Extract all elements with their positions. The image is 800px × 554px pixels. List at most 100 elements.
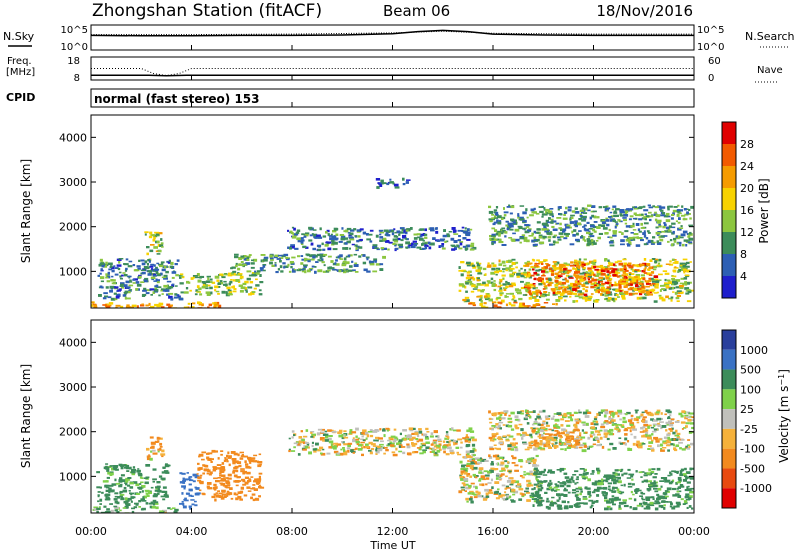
heat-cell xyxy=(657,501,661,505)
heat-cell xyxy=(163,277,168,280)
heat-cell xyxy=(560,424,564,427)
heat-cell xyxy=(107,304,112,307)
heat-cell xyxy=(293,227,296,231)
heat-cell xyxy=(216,279,220,282)
heat-cell xyxy=(154,231,159,234)
heat-cell xyxy=(644,472,649,475)
heat-cell xyxy=(662,440,667,444)
heat-cell xyxy=(552,261,558,263)
heat-cell xyxy=(623,472,628,475)
heat-cell xyxy=(463,230,468,234)
heat-cell xyxy=(112,467,117,471)
heat-cell xyxy=(124,497,128,501)
heat-cell xyxy=(101,264,105,268)
heat-cell xyxy=(542,474,548,476)
heat-cell xyxy=(620,424,625,428)
heat-cell xyxy=(105,495,108,498)
heat-cell xyxy=(464,438,469,441)
heat-cell xyxy=(424,246,428,250)
heat-cell xyxy=(635,244,641,247)
heat-cell xyxy=(594,282,598,285)
heat-cell xyxy=(647,425,650,429)
heat-cell xyxy=(405,247,409,249)
heat-cell xyxy=(293,446,296,449)
heat-cell xyxy=(445,240,449,243)
nsearch-tick-bottom: 10^0 xyxy=(697,42,724,53)
heat-cell xyxy=(242,255,247,258)
heat-cell xyxy=(419,445,423,449)
heat-cell xyxy=(585,274,588,278)
heat-cell xyxy=(553,234,558,237)
heat-cell xyxy=(605,217,608,220)
heat-cell xyxy=(188,505,192,508)
heat-cell xyxy=(499,289,503,292)
heat-cell xyxy=(561,428,566,431)
heat-cell xyxy=(377,182,380,184)
heat-cell xyxy=(533,292,538,295)
heat-cell xyxy=(138,274,142,277)
heat-cell xyxy=(466,271,471,274)
heat-cell xyxy=(590,473,595,475)
heat-cell xyxy=(495,232,499,236)
heat-cell xyxy=(357,235,361,238)
heat-cell xyxy=(490,478,493,482)
heat-cell xyxy=(566,290,571,293)
heat-cell xyxy=(104,263,109,266)
colorbar-swatch xyxy=(722,330,736,350)
heat-cell xyxy=(602,277,605,280)
heat-cell xyxy=(251,273,257,277)
heat-cell xyxy=(199,275,202,279)
heat-cell xyxy=(391,229,394,232)
heat-cell xyxy=(215,290,220,293)
heat-cell xyxy=(429,451,433,453)
heat-cell xyxy=(213,493,217,496)
heat-cell xyxy=(672,230,675,234)
heat-cell xyxy=(593,215,597,219)
heat-cell xyxy=(540,480,544,483)
heat-cell xyxy=(498,241,504,244)
heat-cell xyxy=(654,260,658,264)
heat-cell xyxy=(138,275,142,279)
heat-cell xyxy=(515,266,518,269)
heat-cell xyxy=(610,432,613,436)
heat-cell xyxy=(441,247,446,250)
heat-cell xyxy=(434,452,438,455)
heat-cell xyxy=(510,481,515,484)
heat-cell xyxy=(617,476,621,480)
heat-cell xyxy=(687,488,692,492)
heat-cell xyxy=(250,476,254,478)
heat-cell xyxy=(526,472,530,475)
heat-cell xyxy=(113,505,118,508)
heat-cell xyxy=(572,288,577,291)
heat-cell xyxy=(618,231,622,233)
heat-cell xyxy=(607,293,613,296)
heat-cell xyxy=(581,207,585,210)
heat-cell xyxy=(608,284,612,288)
heat-cell xyxy=(651,271,655,274)
heat-cell xyxy=(565,225,570,229)
heat-cell xyxy=(233,288,237,290)
heat-cell xyxy=(115,468,119,471)
heat-cell xyxy=(283,253,289,256)
heat-cell xyxy=(578,275,583,279)
heat-cell xyxy=(158,249,162,253)
heat-cell xyxy=(138,506,141,508)
heat-cell xyxy=(169,265,174,269)
heat-cell xyxy=(606,223,610,227)
heat-cell xyxy=(495,477,500,480)
heat-cell xyxy=(660,427,663,430)
heat-cell xyxy=(107,471,110,475)
heat-cell xyxy=(607,482,612,485)
heat-cell xyxy=(653,300,658,303)
heat-cell xyxy=(197,462,200,465)
heat-cell xyxy=(664,223,667,227)
heat-cell xyxy=(564,448,567,451)
heat-cell xyxy=(526,479,531,483)
heat-cell xyxy=(643,430,647,433)
heat-cell xyxy=(538,471,543,474)
heat-cell xyxy=(633,282,637,285)
heat-cell xyxy=(118,484,123,488)
heat-cell xyxy=(320,452,323,455)
heat-cell xyxy=(587,296,591,300)
heat-cell xyxy=(519,305,524,308)
